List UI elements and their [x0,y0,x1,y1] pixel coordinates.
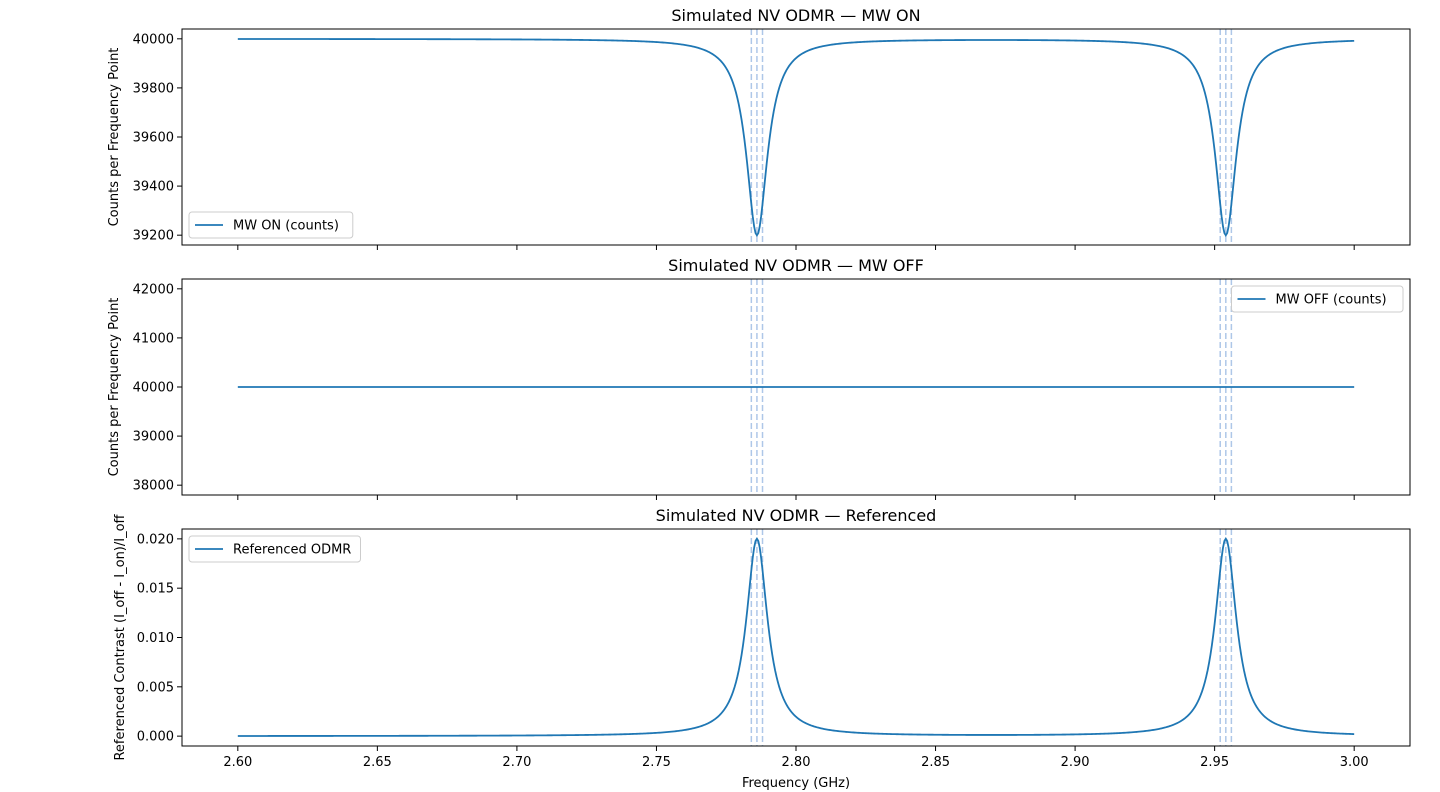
panel-3: Simulated NV ODMR — Referenced Referenced… [113,506,1411,770]
y-axis-title: Referenced Contrast (I_off - I_on)/I_off [113,513,128,760]
legend-label: MW ON (counts) [233,219,339,234]
legend: Referenced ODMR [188,535,361,563]
x-tick-label: 2.80 [782,755,811,770]
y-tick-label: 0.015 [137,582,174,597]
y-tick-label: 39200 [133,229,174,244]
y-tick-label: 40000 [133,381,174,396]
y-tick-label: 39400 [133,180,174,195]
x-tick-label: 2.95 [1200,755,1229,770]
x-axis-title: Frequency (GHz) [742,776,850,791]
y-tick-label: 0.010 [137,631,174,646]
y-tick-label: 0.005 [137,680,174,695]
legend-box [188,535,361,563]
y-axis-title: Counts per Frequency Point [107,298,122,477]
x-tick-label: 2.60 [223,755,252,770]
x-tick-label: 2.85 [921,755,950,770]
series-line [237,38,1355,238]
resonance-markers [750,529,1233,746]
y-tick-label: 0.000 [137,730,174,745]
y-tick-label: 40000 [133,32,174,47]
y-tick-label: 0.020 [137,532,174,547]
legend-box [188,211,354,239]
x-tick-label: 2.90 [1061,755,1090,770]
panel-1: Simulated NV ODMR — MW ON Counts per Freq… [107,6,1411,250]
x-tick-label: 2.70 [502,755,531,770]
y-tick-label: 39600 [133,131,174,146]
legend-label: Referenced ODMR [233,543,351,558]
panel-title: Simulated NV ODMR — MW OFF [668,256,924,275]
y-tick-label: 41000 [133,331,174,346]
panel-title: Simulated NV ODMR — Referenced [656,506,937,525]
legend: MW ON (counts) [188,211,354,239]
y-tick-label: 42000 [133,282,174,297]
panel-2: Simulated NV ODMR — MW OFF Counts per Fre… [107,256,1411,500]
y-tick-label: 38000 [133,479,174,494]
legend-box [1231,285,1404,313]
legend: MW OFF (counts) [1231,285,1404,313]
y-axis-title: Counts per Frequency Point [107,48,122,227]
y-tick-label: 39000 [133,430,174,445]
series-line [237,536,1355,737]
x-tick-label: 2.75 [642,755,671,770]
legend-label: MW OFF (counts) [1276,293,1387,308]
x-tick-label: 3.00 [1340,755,1369,770]
resonance-markers [750,29,1233,245]
y-tick-label: 39800 [133,81,174,96]
panel-title: Simulated NV ODMR — MW ON [671,6,920,25]
x-tick-label: 2.65 [363,755,392,770]
